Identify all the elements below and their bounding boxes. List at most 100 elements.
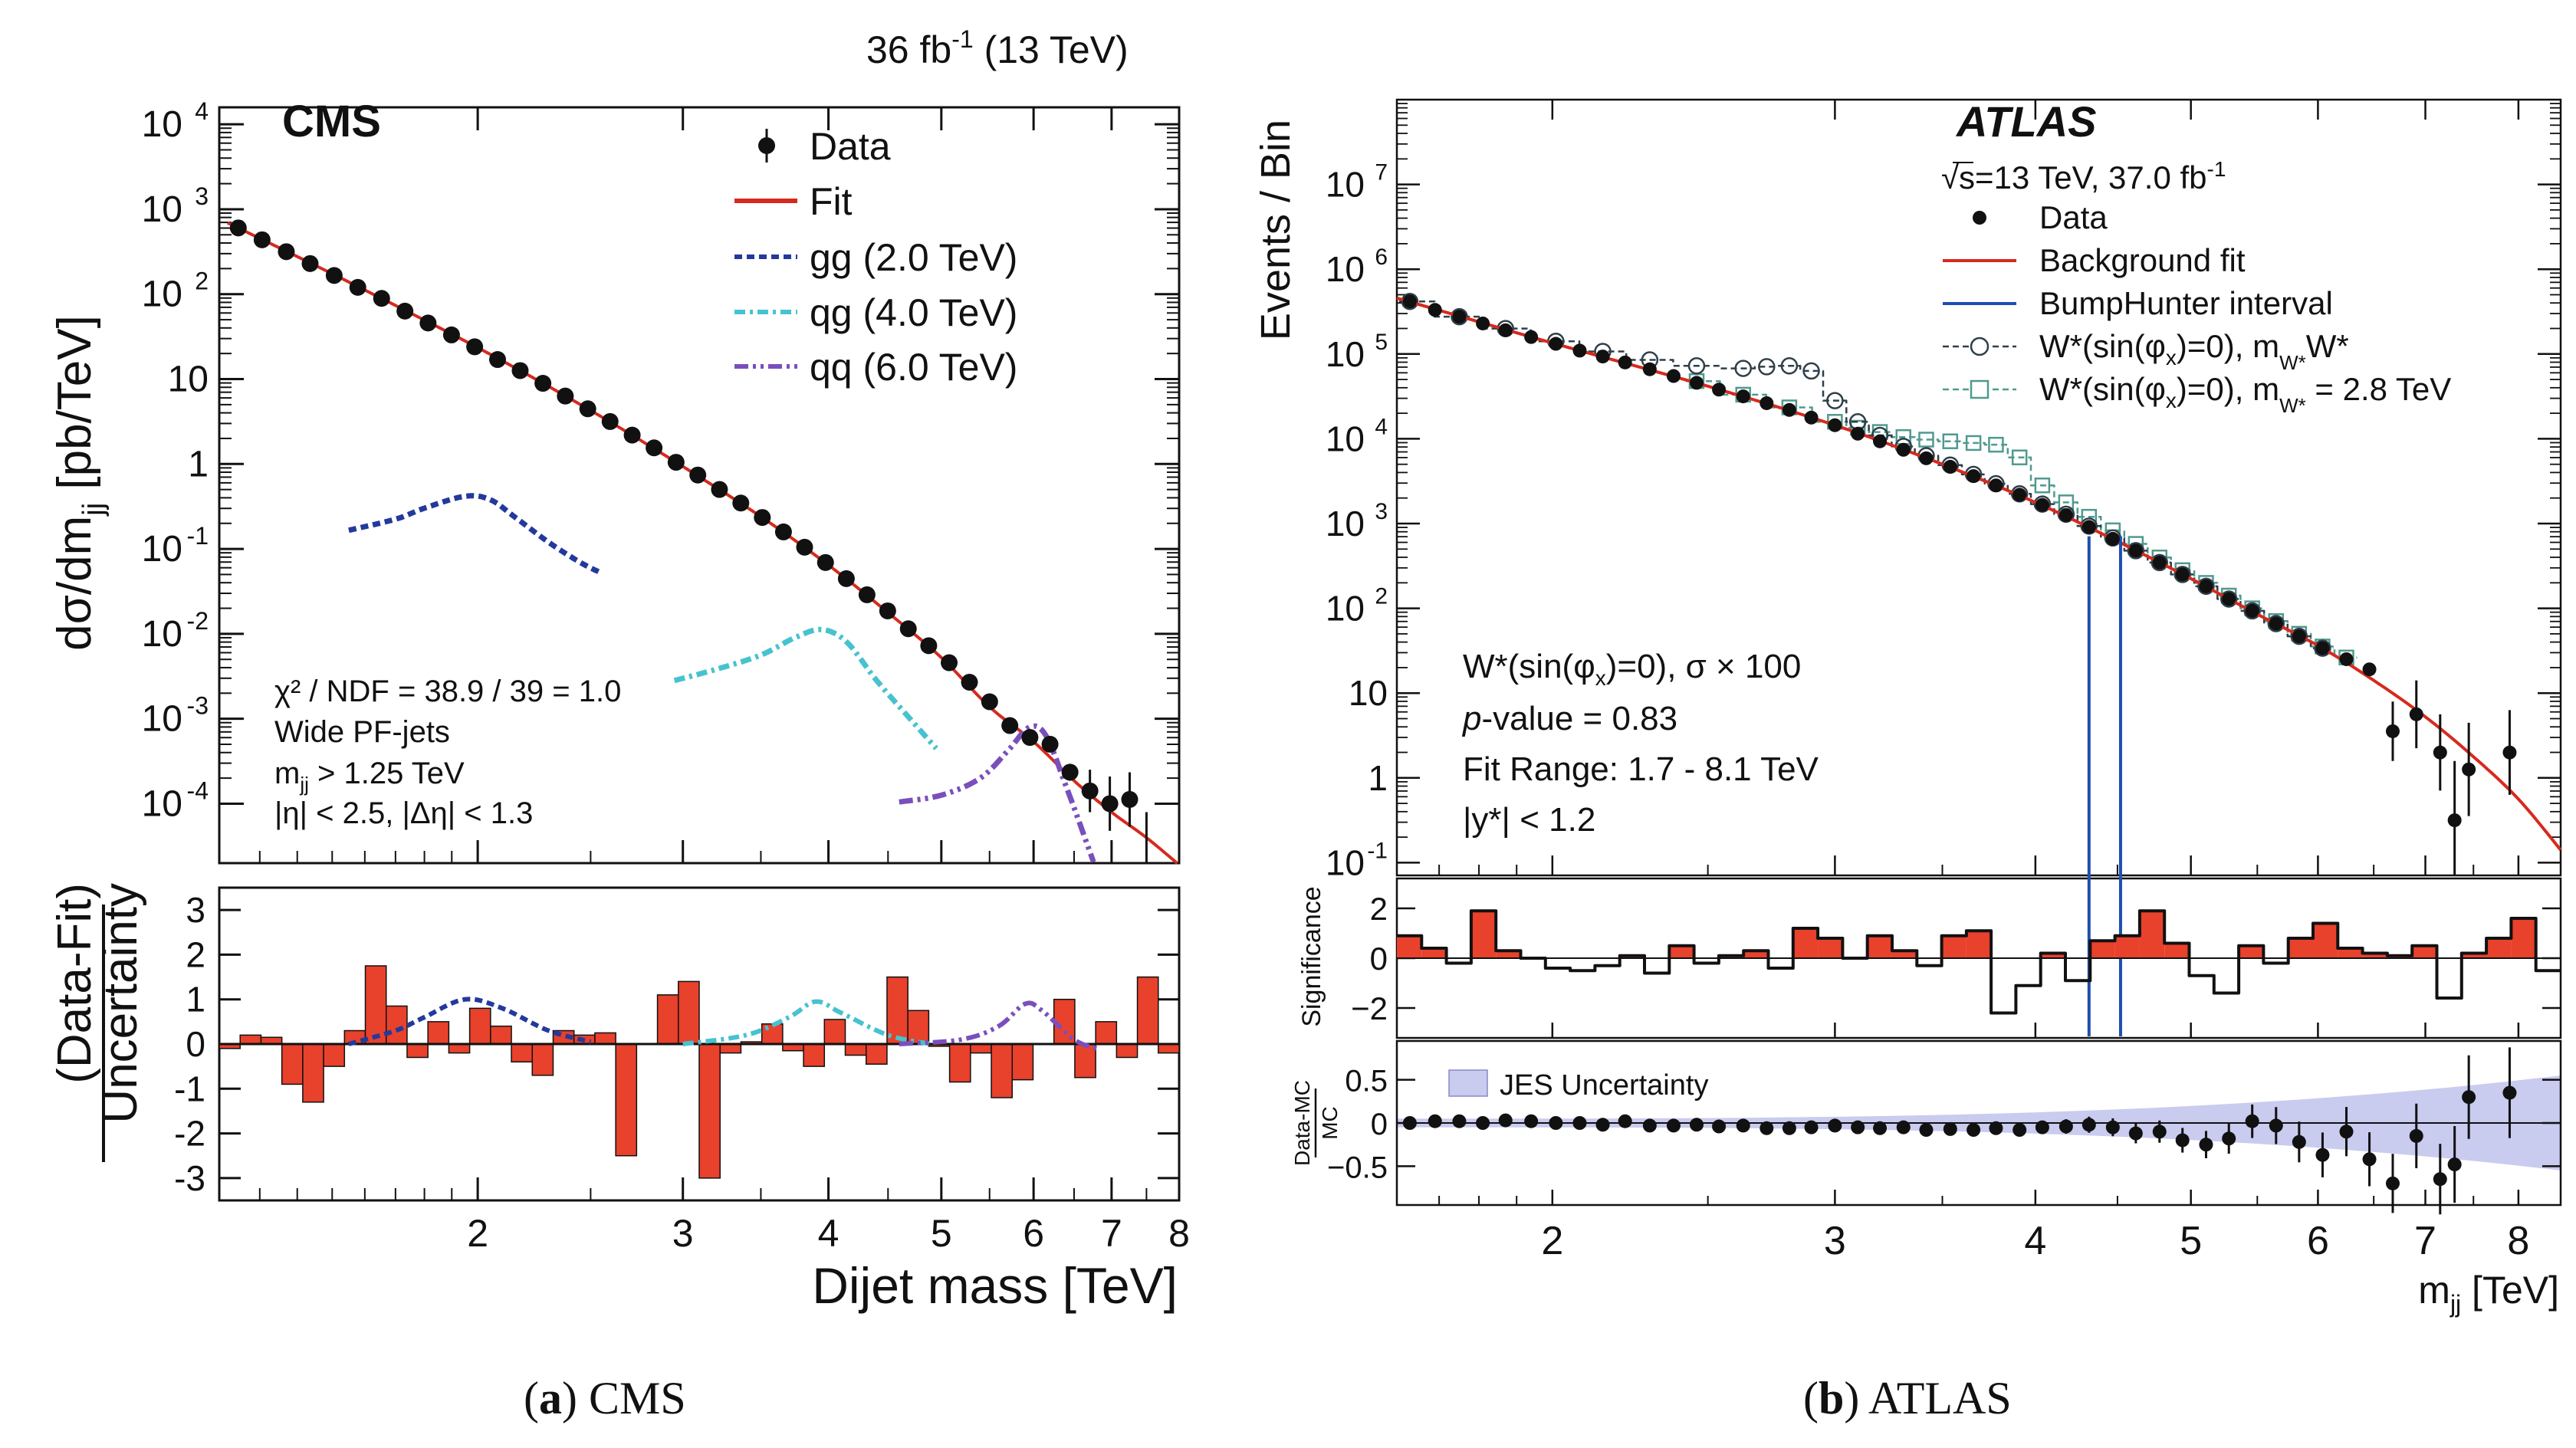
atlas-w28-marker [1451, 307, 1468, 326]
atlas-legend-w-label-0: W*(sin(φx)=0), mW*W* [2039, 328, 2349, 374]
atlas-jes-ytick-label: 0.5 [1345, 1065, 1388, 1098]
cms-xtick-label: 3 [672, 1212, 694, 1255]
cms-data-point [816, 553, 834, 571]
cms-ytick-exp: -3 [187, 692, 209, 720]
cms-residual-bar [1095, 1021, 1118, 1045]
atlas-jes-point [1967, 1123, 1981, 1138]
cms-residual-bar [698, 1043, 721, 1179]
cms-residual-bar [1116, 1043, 1138, 1059]
atlas-significance-bar [2139, 911, 2165, 958]
cms-data-point [511, 362, 529, 379]
atlas-data-point [2409, 707, 2423, 721]
cms-lumi-exp: -1 [951, 25, 973, 53]
atlas-jes-point [2128, 1126, 2143, 1141]
atlas-jes-point [1828, 1118, 1842, 1133]
atlas-jes-point [1666, 1118, 1681, 1133]
atlas-jes-point [2447, 1157, 2462, 1172]
atlas-significance-bar [1991, 958, 2016, 1013]
atlas-data-point [1498, 323, 1513, 337]
atlas-info-model-tail: )=0), σ × 100 [1606, 648, 1802, 685]
atlas-legend-w-mass: = 2.8 TeV [2306, 371, 2452, 407]
atlas-legend-w-mid: )=0), m [2177, 371, 2279, 407]
atlas-energy-label: √s=13 TeV, 37.0 fb-1 [1941, 157, 2226, 195]
atlas-significance-bar [2040, 953, 2066, 958]
atlas-jes-point [1943, 1121, 1957, 1136]
atlas-w38-marker [1965, 435, 1982, 451]
cms-residual-bar [302, 1043, 324, 1103]
atlas-data-point [2199, 579, 2213, 593]
atlas-w28-marker [1734, 360, 1752, 377]
atlas-data-point [1989, 478, 2003, 493]
atlas-jes-point [2035, 1120, 2049, 1134]
atlas-jes-legend-swatch [1448, 1069, 1488, 1097]
cms-data-point [689, 466, 707, 484]
atlas-jes-point [1498, 1113, 1513, 1128]
cms-info-jets: Wide PF-jets [274, 715, 450, 749]
cms-residual-bar [1074, 1043, 1096, 1079]
cms-residual-bar [823, 1019, 846, 1045]
cms-gg-curve [348, 493, 603, 576]
cms-data-point [920, 637, 938, 655]
atlas-w38-marker [1942, 433, 1959, 449]
cms-info-mjj-tail: > 1.25 TeV [309, 757, 465, 790]
atlas-jes-point [2175, 1133, 2190, 1148]
atlas-data-point [2128, 543, 2143, 558]
atlas-w38-marker [2011, 449, 2028, 465]
atlas-xtick-label: 6 [2307, 1219, 2329, 1263]
cms-residual-bar [468, 1007, 491, 1045]
atlas-w38-marker [1918, 432, 1934, 448]
atlas-jes-point [2385, 1176, 2400, 1190]
cms-residual-bar [406, 1043, 429, 1059]
atlas-jes-ylabel-num: Data-MC [1290, 1080, 1314, 1166]
cms-data-point [941, 654, 958, 671]
atlas-jes-point [2199, 1138, 2213, 1152]
cms-xtick-label: 4 [818, 1212, 840, 1255]
cms-residual-bar [364, 965, 387, 1045]
atlas-xtick-label: 5 [2180, 1219, 2202, 1263]
atlas-jes-point [2269, 1118, 2283, 1133]
cms-top-frame [218, 106, 1181, 865]
atlas-xtick-label: 3 [1824, 1219, 1846, 1263]
cms-data-point [981, 693, 998, 711]
cms-data-point [253, 231, 271, 248]
atlas-data-point [2175, 567, 2190, 582]
cms-ytick-exp: 4 [195, 97, 209, 125]
atlas-jes-point [2222, 1131, 2236, 1146]
atlas-significance-bar [1743, 951, 1769, 958]
atlas-significance-outline [1397, 909, 2561, 1015]
atlas-jes-point [1595, 1118, 1610, 1132]
atlas-jes-point [1572, 1116, 1587, 1130]
cms-ratio-ytick-label: 2 [186, 934, 205, 974]
atlas-data-point [1943, 459, 1957, 474]
atlas-w28-marker [1758, 358, 1776, 376]
atlas-jes-point [2462, 1090, 2476, 1105]
atlas-jes-point [2502, 1085, 2517, 1100]
atlas-legend-w-mid: )=0), m [2177, 328, 2279, 364]
atlas-data-point [1452, 310, 1467, 324]
cms-residual-bar [427, 1021, 450, 1045]
cms-ratio-ytick-label: 0 [186, 1024, 205, 1064]
cms-data-point [579, 400, 596, 418]
cms-xlabel: Dijet mass [TeV] [812, 1257, 1178, 1314]
cms-ratio-ylabel-top: (Data-Fit) [48, 883, 101, 1084]
atlas-data-point [2035, 497, 2049, 512]
cms-ytick-label: 10 [168, 360, 209, 400]
atlas-w28-marker [2197, 577, 2215, 596]
atlas-data-point [1760, 396, 1774, 410]
cms-data-point [419, 314, 437, 332]
atlas-legend-w-mass: W* [2306, 328, 2349, 364]
atlas-data-point [1524, 330, 1539, 344]
atlas-xtick-label: 2 [1541, 1219, 1563, 1263]
atlas-significance-bar [1792, 928, 1819, 958]
caption-cms-text: CMS [588, 1373, 686, 1423]
cms-data-point [1041, 735, 1059, 753]
cms-ytick-label: 10 [142, 614, 182, 655]
cms-ytick-label: 10 [142, 189, 182, 230]
atlas-info-pvalue-tail: -value = 0.83 [1481, 700, 1677, 737]
atlas-jes-point [2245, 1114, 2259, 1128]
atlas-significance-bar [2239, 945, 2264, 958]
cms-xtick-label: 7 [1101, 1212, 1122, 1255]
atlas-w38-marker [1988, 436, 2004, 453]
atlas-jes-legend-label: JES Uncertainty [1500, 1069, 1708, 1102]
atlas-jes-point [2105, 1120, 2120, 1134]
